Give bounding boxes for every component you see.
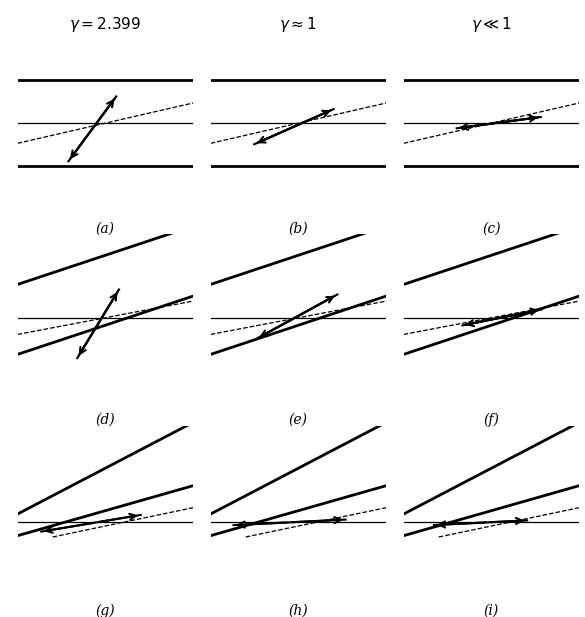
Text: $\gamma = 2.399$: $\gamma = 2.399$ [69,15,142,35]
Text: (i): (i) [484,604,499,617]
Text: (a): (a) [96,222,115,236]
Text: (d): (d) [95,413,115,427]
Text: (g): (g) [95,604,115,617]
Text: (b): (b) [288,222,308,236]
Text: $\gamma \approx 1$: $\gamma \approx 1$ [280,15,317,35]
Text: (h): (h) [288,604,308,617]
Text: $\gamma \ll 1$: $\gamma \ll 1$ [471,15,512,35]
Text: (c): (c) [482,222,501,236]
Text: (e): (e) [289,413,308,427]
Text: (f): (f) [483,413,500,427]
